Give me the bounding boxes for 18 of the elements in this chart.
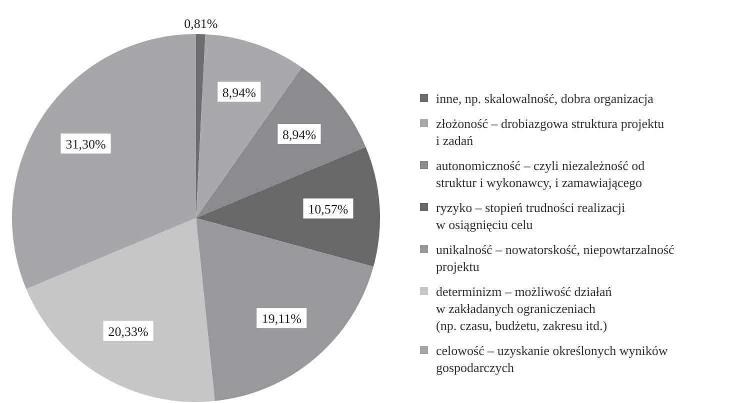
pie-slice [196, 218, 374, 402]
data-label: 31,30% [66, 136, 106, 152]
data-label: 10,57% [308, 201, 348, 216]
pie-slice [26, 218, 215, 402]
data-label: 8,94% [282, 126, 316, 142]
legend-label: autonomiczność – czyli niezależność od struktur i wykonawcy, i zamawiającego [436, 158, 646, 190]
legend-label: unikalność – nowatorskość, niepowtarzalność projektu [436, 242, 674, 274]
legend-label: ryzyko – stopień trudności realizacji w osiągnięciu celu [436, 200, 626, 232]
data-label: 20,33% [108, 324, 149, 339]
data-label: 0,81% [184, 16, 218, 32]
pie-slice [196, 146, 380, 267]
legend-label: determinizm – możliwość działań w zakładanych ograniczeniach (np. czasu, budżetu, zakresu itd.) [436, 284, 612, 333]
pie-slice [196, 67, 366, 218]
data-label: 8,94% [222, 84, 256, 100]
legend-label: złożoność – drobiazgowa struktura projektu i zadań [436, 116, 665, 148]
legend-label: inne, np. skalowalność, dobra organizacja [436, 91, 654, 106]
data-label: 19,11% [262, 311, 302, 326]
legend-label: celowość – uzyskanie określonych wyników gospodarczych [436, 343, 668, 375]
